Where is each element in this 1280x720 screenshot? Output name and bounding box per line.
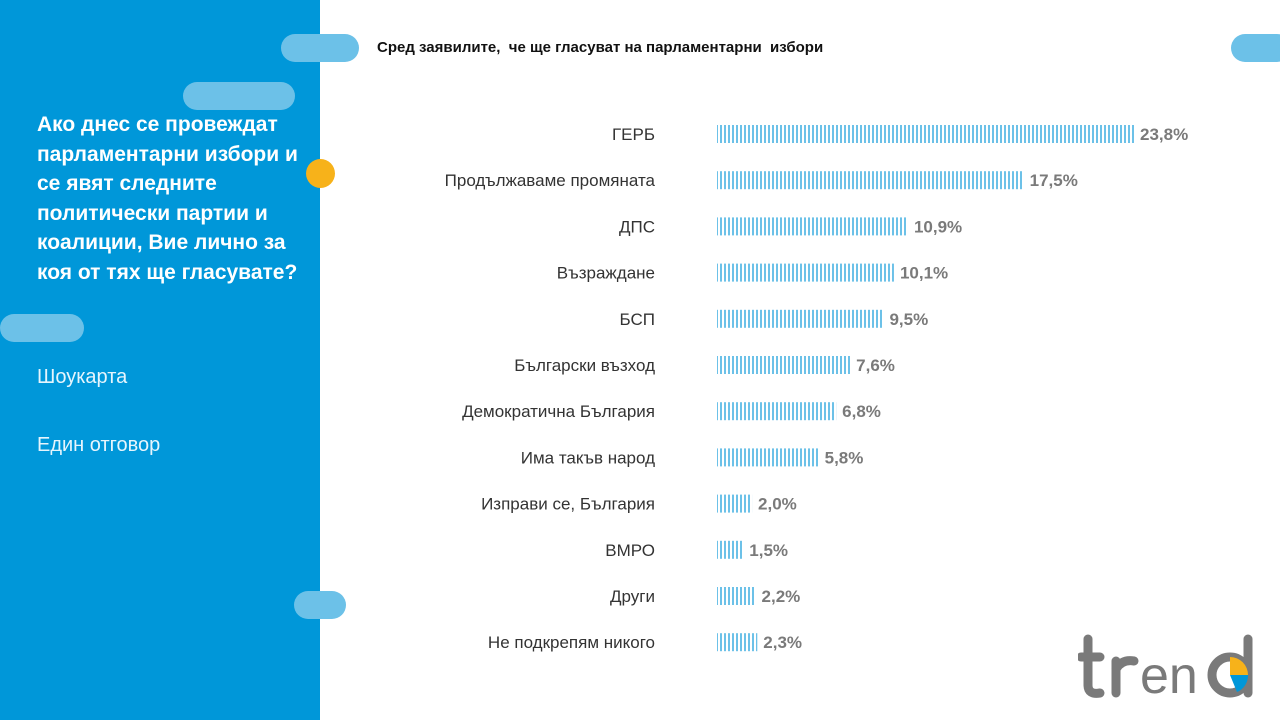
- bar: [717, 171, 1024, 190]
- value-label: 6,8%: [842, 402, 881, 421]
- accent-dot: [306, 159, 335, 188]
- bar: [717, 448, 819, 467]
- decor-pill: [0, 314, 84, 342]
- bar: [717, 356, 851, 374]
- showcard-note: Шоукарта: [37, 366, 128, 388]
- category-label: Български възход: [514, 356, 655, 375]
- category-label: Други: [610, 587, 655, 606]
- svg-text:en: en: [1140, 647, 1198, 705]
- value-label: 7,6%: [856, 356, 895, 375]
- value-label: 5,8%: [825, 448, 864, 467]
- bar: [717, 263, 894, 282]
- value-label: 1,5%: [749, 541, 788, 560]
- category-label: БСП: [620, 310, 655, 329]
- chart-subtitle: Сред заявилите, че ще гласуват на парлам…: [377, 39, 824, 56]
- value-label: 2,0%: [758, 495, 797, 514]
- category-label: ВМРО: [605, 541, 655, 560]
- decor-pill: [1231, 34, 1280, 62]
- value-label: 2,2%: [762, 587, 801, 606]
- bar: [717, 587, 756, 605]
- left-panel: [0, 0, 320, 720]
- trend-logo: en: [1078, 634, 1253, 705]
- value-label: 10,9%: [914, 217, 962, 236]
- category-label: Има такъв народ: [521, 448, 655, 467]
- bar: [717, 633, 758, 652]
- category-label: Продължаваме промяната: [445, 171, 656, 190]
- single-answer-note: Един отговор: [37, 434, 161, 456]
- category-label: Изправи се, България: [481, 495, 655, 514]
- decor-pill: [183, 82, 295, 110]
- bar: [717, 402, 837, 421]
- category-label: ДПС: [619, 217, 655, 236]
- bar: [717, 125, 1134, 143]
- decor-pill: [281, 34, 359, 62]
- bar: [717, 494, 753, 513]
- bar: [717, 540, 744, 559]
- bar: [717, 217, 908, 236]
- value-label: 23,8%: [1140, 125, 1188, 144]
- value-label: 2,3%: [763, 633, 802, 652]
- value-label: 10,1%: [900, 264, 948, 283]
- value-label: 17,5%: [1030, 171, 1078, 190]
- category-label: ГЕРБ: [612, 125, 655, 144]
- category-label: Възраждане: [557, 264, 655, 283]
- survey-question: Ако днес се провеждат парламентарни избо…: [37, 113, 298, 284]
- category-label: Не подкрепям никого: [488, 633, 655, 652]
- bar: [717, 309, 884, 328]
- decor-pill: [294, 591, 346, 619]
- category-label: Демократична България: [462, 402, 655, 421]
- value-label: 9,5%: [889, 310, 928, 329]
